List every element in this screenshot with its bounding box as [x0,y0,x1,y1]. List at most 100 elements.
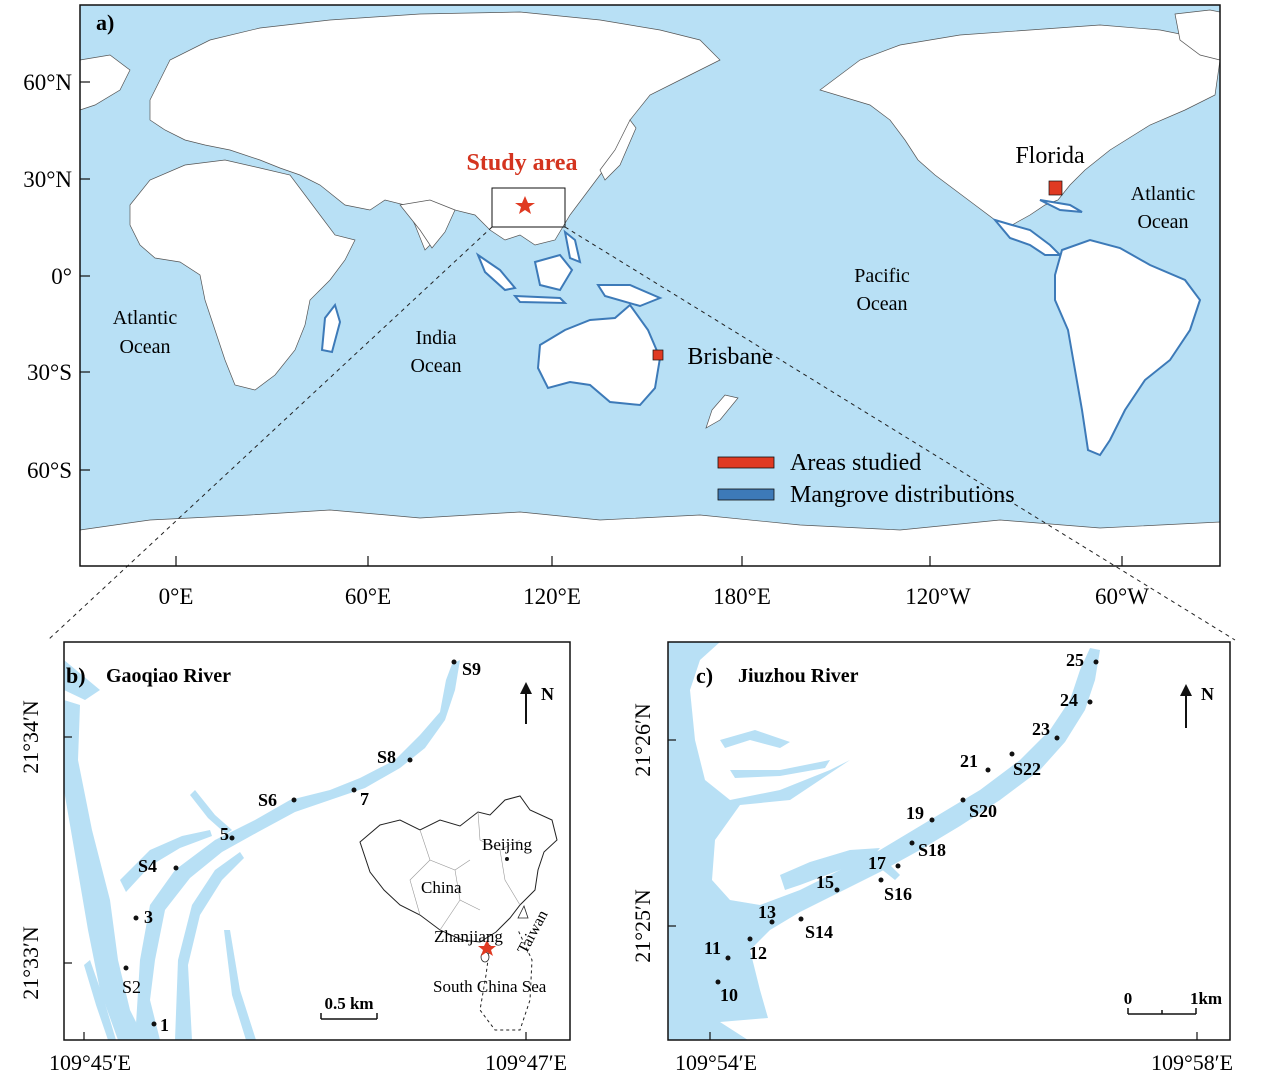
panel-a-frame [79,4,1221,567]
zoom-line-left [47,226,493,641]
jiuzhou-site-points [715,659,1099,985]
panel-b-gaoqiao-map: b) Gaoqiao River N S9 S8 7 S6 5 S4 3 S2 … [18,641,571,1075]
panel-b-x-tick-47: 109°47′E [485,1050,567,1075]
panel-b-y-tick-33: 21°33′N [18,926,43,1000]
ocean-india-line2: Ocean [410,355,461,377]
ocean-pacific-line2: Ocean [856,293,907,315]
land-eurasia [149,11,721,251]
panel-b-label: b) [66,663,86,688]
jiuzhou-river-channels [668,642,1100,1040]
study-area-star-icon [515,196,535,214]
land-new-zealand [705,394,739,429]
florida-label: Florida [1015,143,1085,169]
gaoqiao-site-points [123,659,457,1027]
panel-b-y-tick-34: 21°34′N [18,700,43,774]
ocean-pacific-line1: Pacific [854,265,910,287]
site-label-5: 5 [220,824,229,844]
site-label-12: 12 [749,943,767,963]
land-cuba [1039,199,1083,213]
site-label-3: 3 [144,907,153,927]
inset-label-south-china-sea: South China Sea [433,977,547,996]
site-label-7: 7 [360,789,369,809]
site-label-19: 19 [906,803,924,823]
beijing-dot [505,857,509,861]
site-label-s20: S20 [969,801,997,821]
inset-label-china: China [421,878,462,897]
site-label-s2: S2 [122,977,141,997]
land-new-guinea [596,284,663,308]
land-borneo [533,253,574,292]
inset-label-zhanjiang: Zhanjiang [434,927,503,946]
panel-c-background [668,642,1230,1040]
panel-c-y-tick-26: 21°26′N [630,703,655,777]
panel-b-north-label: N [541,684,554,704]
site-label-s6: S6 [258,790,277,810]
site-label-s4: S4 [138,856,157,876]
panel-b-scale-bar [320,1013,378,1020]
land-africa [129,159,356,391]
site-label-s14: S14 [805,922,833,942]
panel-c-title: Jiuzhou River [738,665,859,687]
y-tick-60n: 60°N [23,70,72,95]
x-tick-60w: 60°W [1095,584,1149,609]
north-arrow-head-icon [520,682,532,694]
site-label-21: 21 [960,751,978,771]
site-label-15: 15 [816,872,834,892]
land-sumatra [475,252,517,292]
brisbane-label: Brisbane [687,344,772,370]
panel-c-jiuzhou-map: c) Jiuzhou River N 25 24 23 21 S22 19 S2… [630,641,1233,1075]
x-tick-0e: 0°E [159,584,194,609]
x-tick-120e: 120°E [523,584,581,609]
study-area-box [491,187,566,228]
site-label-11: 11 [704,938,721,958]
panel-a-label: a) [96,10,114,35]
ocean-atlantic-east-line1: Atlantic [1131,183,1196,205]
brisbane-marker [652,349,664,361]
panel-c-y-tick-25: 21°25′N [630,889,655,963]
ocean-atlantic-west-line2: Ocean [119,336,170,358]
ocean-atlantic-east-line2: Ocean [1137,211,1188,233]
site-label-s22: S22 [1013,759,1041,779]
site-label-1: 1 [160,1015,169,1035]
x-tick-120w: 120°W [905,584,971,609]
site-label-s8: S8 [377,747,396,767]
zhanjiang-star-icon [478,940,496,956]
y-tick-0: 0° [51,264,72,289]
legend-studied-label: Areas studied [790,450,921,476]
panel-c-north-label: N [1201,684,1214,704]
y-tick-60s: 60°S [27,458,72,483]
land-south-america [1054,238,1202,457]
site-label-23: 23 [1032,719,1050,739]
panel-a-world-map: a) 60°N 30°N 0° 30°S 60°S 0°E 60°E 120°E… [23,4,1236,641]
site-label-s9: S9 [462,659,481,679]
y-tick-30s: 30°S [27,360,72,385]
panel-c-x-tick-58: 109°58′E [1151,1050,1233,1075]
panel-b-scale-label: 0.5 km [324,994,373,1013]
panel-c-scale-1km: 1km [1190,989,1222,1008]
north-arrow-head-icon [1180,684,1192,696]
panel-c-frame [667,641,1231,1041]
legend-mangrove-label: Mangrove distributions [790,482,1015,508]
florida-marker [1048,180,1063,196]
inset-label-beijing: Beijing [482,835,533,854]
land-australia [536,303,662,407]
land-japan [599,119,637,181]
panel-c-scale-0: 0 [1124,989,1133,1008]
panel-c-scale-bar [1127,1008,1197,1015]
land-north-america [819,24,1221,226]
ocean-atlantic-west-line1: Atlantic [113,307,178,329]
china-province-borders [409,811,521,931]
site-label-24: 24 [1060,690,1078,710]
gaoqiao-river-channels [64,660,460,1040]
legend: Areas studied Mangrove distributions [717,450,1015,508]
panel-c-x-tick-54: 109°54′E [675,1050,757,1075]
x-tick-180e: 180°E [713,584,771,609]
y-tick-30n: 30°N [23,167,72,192]
panel-a-y-tick-marks [80,81,1123,566]
panel-c-label: c) [696,663,713,688]
ocean-india-line1: India [415,327,456,349]
study-area-label: Study area [467,150,578,176]
legend-studied-swatch [717,456,775,469]
site-label-10: 10 [720,985,738,1005]
